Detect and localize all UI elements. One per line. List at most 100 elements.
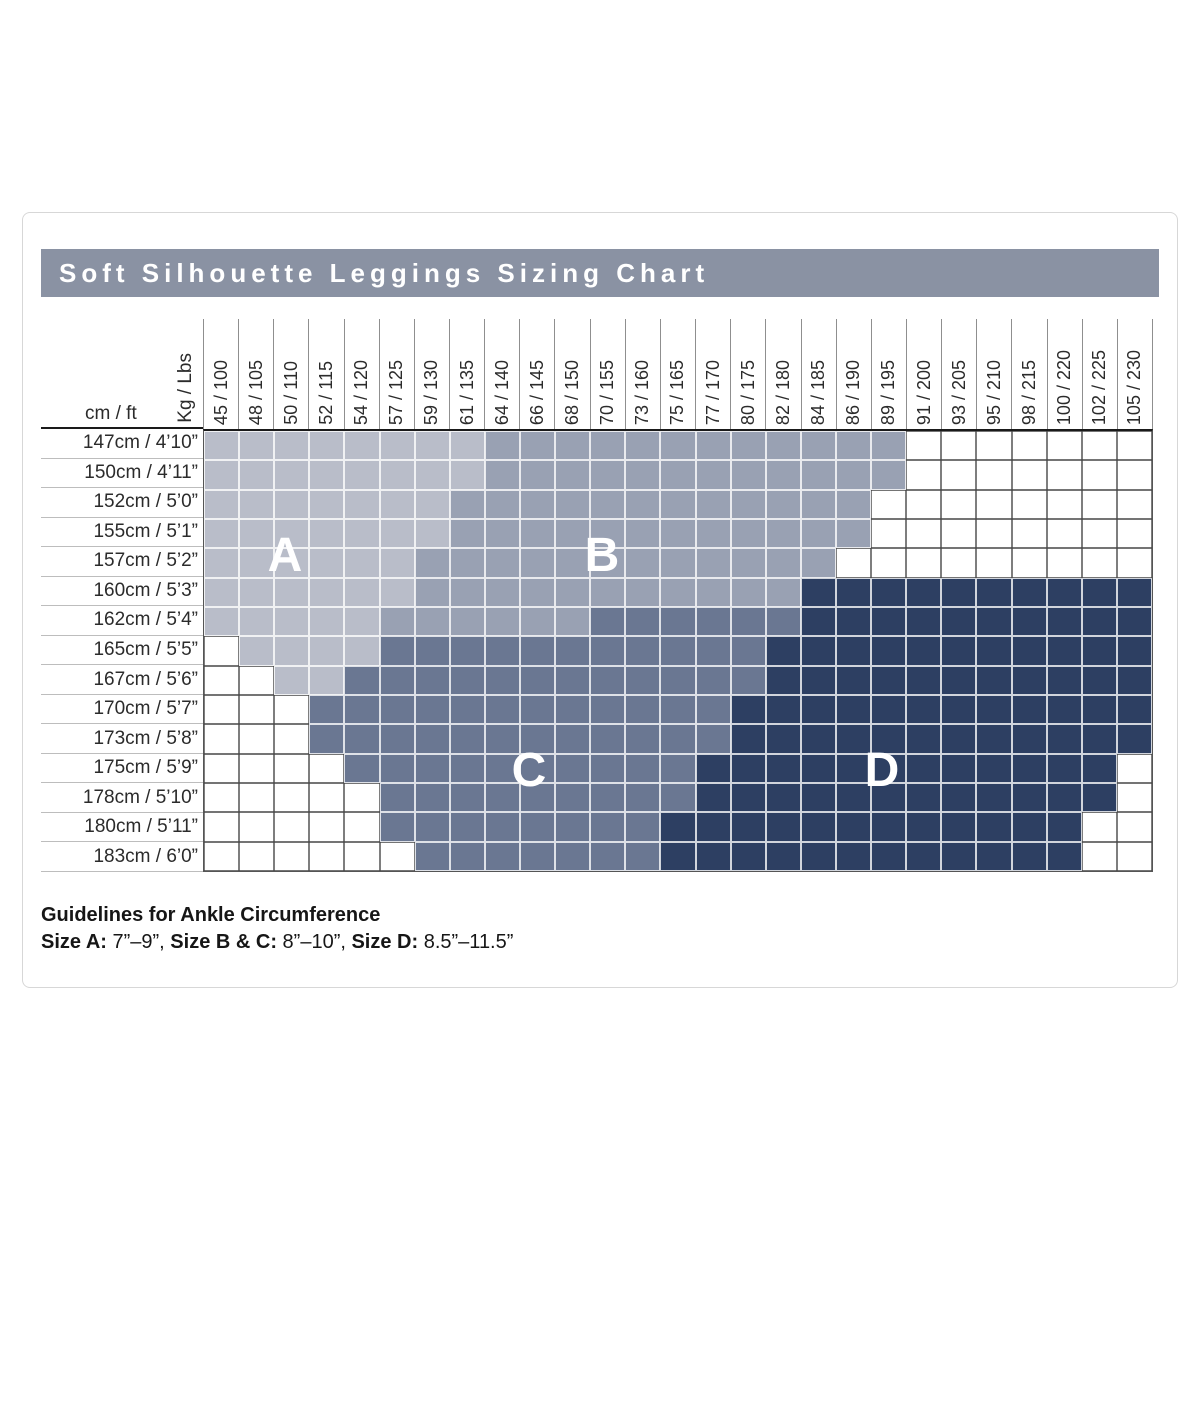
size-cell-empty bbox=[906, 431, 942, 461]
size-cell-d bbox=[730, 695, 766, 725]
size-cell-d bbox=[1046, 636, 1082, 666]
size-cell-c bbox=[519, 783, 556, 813]
size-cell-d bbox=[1011, 783, 1047, 813]
size-cell-b bbox=[519, 519, 556, 549]
size-d-label: Size D: bbox=[351, 931, 419, 953]
size-cell-b bbox=[590, 548, 626, 578]
size-cell-c bbox=[379, 695, 415, 725]
size-cell-b bbox=[800, 460, 836, 490]
height-row-label: 173cm / 5’8” bbox=[41, 724, 203, 754]
size-cell-c bbox=[695, 607, 731, 637]
height-row-label: 162cm / 5’4” bbox=[41, 606, 203, 636]
size-cell-c bbox=[555, 665, 591, 695]
size-cell-b bbox=[484, 431, 520, 461]
size-cell-c bbox=[660, 753, 696, 783]
size-cell-c bbox=[414, 783, 450, 813]
size-cell-a bbox=[309, 431, 345, 461]
title-bar: Soft Silhouette Leggings Sizing Chart bbox=[41, 249, 1159, 297]
size-bc-label: Size B & C: bbox=[170, 931, 277, 953]
weight-column-header-label: 45 / 100 bbox=[210, 359, 231, 425]
weight-column-header: 80 / 175 bbox=[731, 319, 767, 429]
size-cell-c bbox=[519, 695, 556, 725]
size-cell-empty bbox=[871, 548, 907, 578]
size-cell-empty bbox=[1081, 431, 1117, 461]
size-cell-d bbox=[1116, 577, 1152, 607]
size-cell-c bbox=[449, 724, 485, 754]
size-cell-c bbox=[344, 695, 380, 725]
size-cell-a bbox=[379, 431, 415, 461]
size-cell-b bbox=[625, 548, 661, 578]
size-cell-c bbox=[484, 636, 520, 666]
size-cell-d bbox=[800, 665, 836, 695]
size-cell-empty bbox=[906, 548, 942, 578]
size-cell-empty bbox=[1116, 812, 1152, 842]
size-cell-c bbox=[449, 841, 485, 871]
size-cell-b bbox=[695, 548, 731, 578]
size-cell-d bbox=[835, 636, 872, 666]
page-title: Soft Silhouette Leggings Sizing Chart bbox=[59, 257, 710, 288]
size-cell-c bbox=[625, 665, 661, 695]
size-cell-d bbox=[941, 724, 977, 754]
size-cell-a bbox=[414, 519, 450, 549]
size-cell-d bbox=[800, 841, 836, 871]
size-cell-c bbox=[309, 695, 345, 725]
size-cell-d bbox=[976, 753, 1012, 783]
size-cell-c bbox=[555, 695, 591, 725]
size-cell-d bbox=[906, 812, 942, 842]
size-cell-empty bbox=[204, 812, 240, 842]
weight-column-header: 86 / 190 bbox=[837, 319, 872, 429]
size-cell-b bbox=[449, 548, 485, 578]
size-cell-d bbox=[765, 841, 801, 871]
size-cell-empty bbox=[1046, 460, 1082, 490]
size-cell-a bbox=[274, 519, 310, 549]
weight-column-header: 102 / 225 bbox=[1083, 319, 1118, 429]
weight-column-header: 64 / 140 bbox=[485, 319, 521, 429]
size-cell-d bbox=[976, 812, 1012, 842]
size-cell-b bbox=[519, 548, 556, 578]
size-cell-c bbox=[414, 753, 450, 783]
size-cell-b bbox=[590, 577, 626, 607]
size-cell-empty bbox=[274, 812, 310, 842]
size-cell-b bbox=[590, 519, 626, 549]
size-cell-b bbox=[625, 577, 661, 607]
weight-column-header: 100 / 220 bbox=[1048, 319, 1083, 429]
size-cell-c bbox=[660, 695, 696, 725]
size-cell-b bbox=[625, 489, 661, 519]
size-cell-d bbox=[871, 636, 907, 666]
footer-guidelines: Guidelines for Ankle Circumference Size … bbox=[41, 904, 1159, 954]
size-cell-a bbox=[344, 607, 380, 637]
size-cell-d bbox=[765, 783, 801, 813]
size-cell-empty bbox=[309, 841, 345, 871]
size-cell-c bbox=[519, 665, 556, 695]
size-cell-d bbox=[765, 665, 801, 695]
size-cell-empty bbox=[976, 489, 1012, 519]
size-cell-b bbox=[765, 431, 801, 461]
weight-column-header: 75 / 165 bbox=[661, 319, 697, 429]
size-cell-c bbox=[660, 724, 696, 754]
size-cell-b bbox=[695, 460, 731, 490]
size-cell-b bbox=[800, 489, 836, 519]
size-cell-empty bbox=[239, 841, 275, 871]
size-cell-b bbox=[519, 489, 556, 519]
size-cell-c bbox=[484, 783, 520, 813]
weight-column-header-label: 48 / 105 bbox=[245, 359, 266, 425]
size-cell-d bbox=[800, 636, 836, 666]
size-cell-d bbox=[1081, 636, 1117, 666]
size-cell-b bbox=[484, 577, 520, 607]
size-cell-empty bbox=[239, 665, 275, 695]
size-cell-empty bbox=[1081, 812, 1117, 842]
weight-column-header: 45 / 100 bbox=[204, 319, 240, 429]
size-cell-b bbox=[730, 431, 766, 461]
size-cell-d bbox=[941, 636, 977, 666]
size-cell-b bbox=[555, 577, 591, 607]
size-cell-b bbox=[835, 431, 872, 461]
size-cell-empty bbox=[1081, 841, 1117, 871]
size-cell-empty bbox=[941, 548, 977, 578]
size-cell-empty bbox=[1046, 519, 1082, 549]
size-cell-c bbox=[625, 812, 661, 842]
size-cell-a bbox=[239, 607, 275, 637]
size-cell-c bbox=[555, 812, 591, 842]
size-cell-d bbox=[906, 724, 942, 754]
size-cell-c bbox=[555, 783, 591, 813]
size-cell-a bbox=[344, 548, 380, 578]
